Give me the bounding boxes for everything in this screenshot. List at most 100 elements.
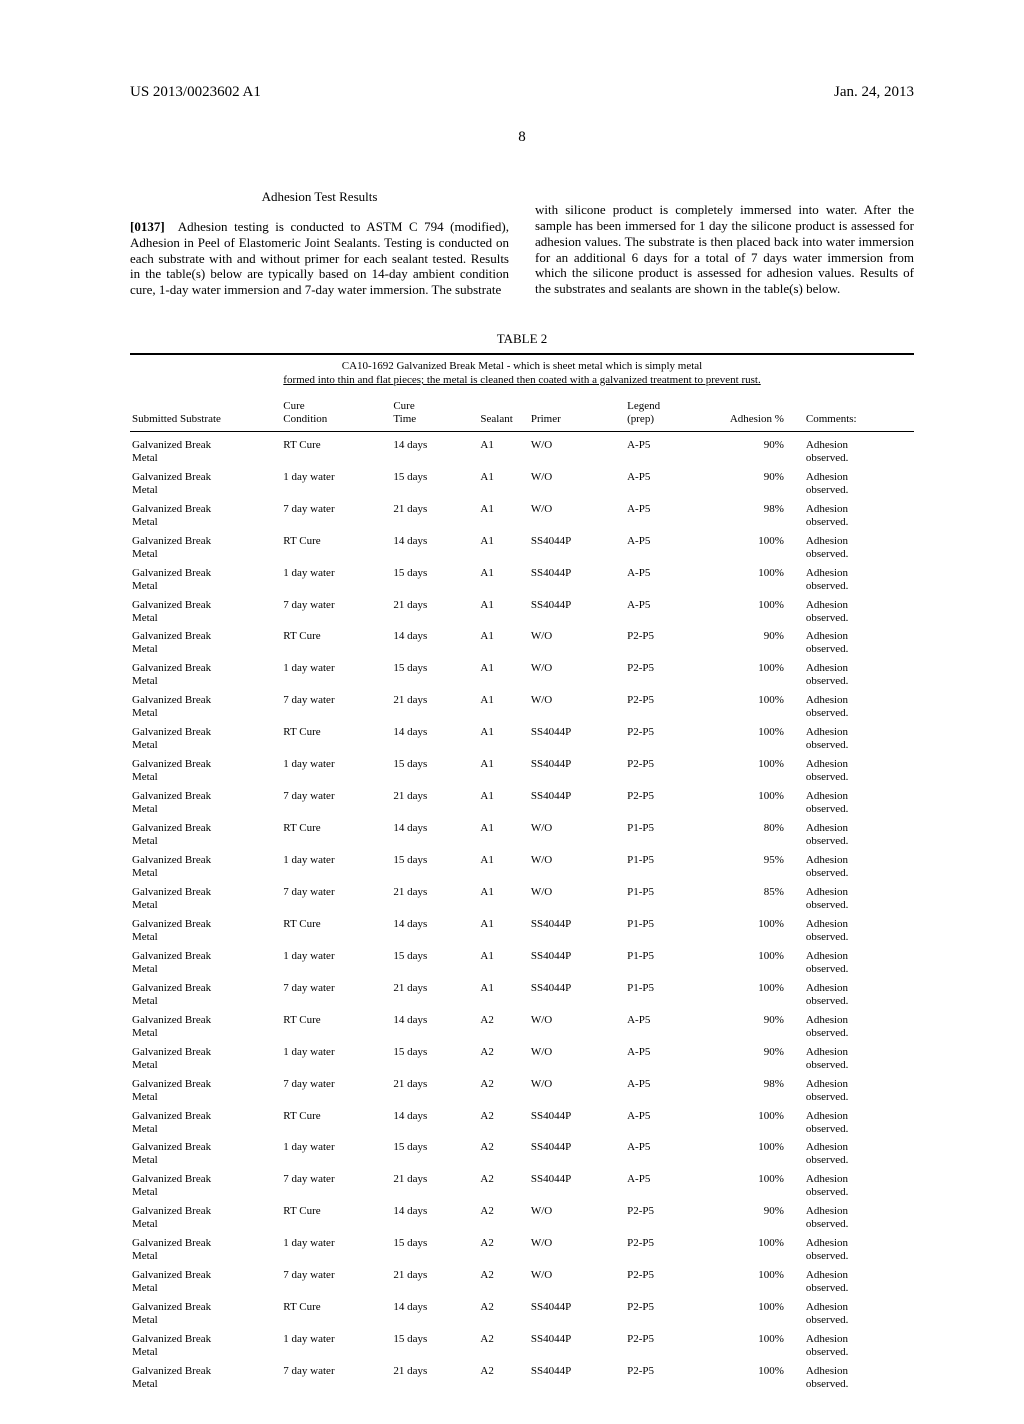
table-cell: W/O	[529, 659, 625, 691]
table-cell: 1 day water	[281, 1330, 391, 1362]
table-row: Galvanized BreakMetalRT Cure14 daysA2W/O…	[130, 1202, 914, 1234]
table-cell: A2	[478, 1330, 528, 1362]
table-cell: 100%	[708, 1362, 804, 1394]
table-cell: W/O	[529, 851, 625, 883]
table-cell: Galvanized BreakMetal	[130, 468, 281, 500]
table-cell: Galvanized BreakMetal	[130, 659, 281, 691]
col-sealant: Sealant	[478, 398, 528, 431]
table-row: Galvanized BreakMetal1 day water15 daysA…	[130, 1043, 914, 1075]
table-cell: 14 days	[391, 915, 478, 947]
table-cell: 90%	[708, 1011, 804, 1043]
table-cell: Adhesionobserved.	[804, 691, 914, 723]
table-cell: P2-P5	[625, 755, 708, 787]
paragraph-text-right: with silicone product is completely imme…	[535, 202, 914, 297]
table-cell: Galvanized BreakMetal	[130, 1138, 281, 1170]
table-row: Galvanized BreakMetalRT Cure14 daysA1W/O…	[130, 627, 914, 659]
table-row: Galvanized BreakMetal7 day water21 daysA…	[130, 883, 914, 915]
table-cell: RT Cure	[281, 819, 391, 851]
table-cell: W/O	[529, 468, 625, 500]
table-cell: Adhesionobserved.	[804, 851, 914, 883]
table-row: Galvanized BreakMetal7 day water21 daysA…	[130, 787, 914, 819]
table-cell: A2	[478, 1138, 528, 1170]
table-cell: Adhesionobserved.	[804, 532, 914, 564]
table-cell: Galvanized BreakMetal	[130, 1330, 281, 1362]
table-cell: A1	[478, 979, 528, 1011]
table-cell: Adhesionobserved.	[804, 1043, 914, 1075]
table-cell: Adhesionobserved.	[804, 1234, 914, 1266]
table-cell: 15 days	[391, 1330, 478, 1362]
table-cell: 15 days	[391, 1234, 478, 1266]
table-cell: 90%	[708, 468, 804, 500]
table-cell: 15 days	[391, 851, 478, 883]
table-cell: Galvanized BreakMetal	[130, 1075, 281, 1107]
table-cell: 15 days	[391, 564, 478, 596]
table-cell: A1	[478, 851, 528, 883]
table-cell: Galvanized BreakMetal	[130, 723, 281, 755]
paragraph-0137: [0137] Adhesion testing is conducted to …	[130, 219, 509, 298]
table-cell: RT Cure	[281, 1011, 391, 1043]
table-cell: 21 days	[391, 1266, 478, 1298]
table-cell: Galvanized BreakMetal	[130, 819, 281, 851]
table-cell: 98%	[708, 1075, 804, 1107]
table-cell: A1	[478, 659, 528, 691]
table-row: Galvanized BreakMetal7 day water21 daysA…	[130, 1362, 914, 1394]
table-cell: SS4044P	[529, 596, 625, 628]
table-cell: W/O	[529, 1234, 625, 1266]
table-cell: 100%	[708, 659, 804, 691]
table-cell: 7 day water	[281, 979, 391, 1011]
table-cell: SS4044P	[529, 979, 625, 1011]
table-rule-top	[130, 353, 914, 355]
table-cell: SS4044P	[529, 1138, 625, 1170]
table-cell: Adhesionobserved.	[804, 564, 914, 596]
table-cell: Galvanized BreakMetal	[130, 500, 281, 532]
caption-line-1: CA10-1692 Galvanized Break Metal - which…	[342, 360, 702, 372]
table-cell: Galvanized BreakMetal	[130, 1043, 281, 1075]
table-cell: P2-P5	[625, 1330, 708, 1362]
table-cell: SS4044P	[529, 564, 625, 596]
table-cell: 100%	[708, 1138, 804, 1170]
col-substrate: Submitted Substrate	[130, 398, 281, 431]
table-cell: RT Cure	[281, 627, 391, 659]
table-cell: Adhesionobserved.	[804, 1330, 914, 1362]
table-cell: Adhesionobserved.	[804, 1075, 914, 1107]
table-cell: 21 days	[391, 596, 478, 628]
table-cell: 98%	[708, 500, 804, 532]
table-cell: A-P5	[625, 532, 708, 564]
table-cell: SS4044P	[529, 1107, 625, 1139]
table-cell: 100%	[708, 532, 804, 564]
table-cell: Galvanized BreakMetal	[130, 1170, 281, 1202]
table-cell: RT Cure	[281, 723, 391, 755]
table-cell: 100%	[708, 723, 804, 755]
table-cell: 1 day water	[281, 659, 391, 691]
table-cell: SS4044P	[529, 1330, 625, 1362]
paragraph-label: [0137]	[130, 219, 165, 234]
table-cell: A2	[478, 1362, 528, 1394]
table-cell: Adhesionobserved.	[804, 1170, 914, 1202]
table-cell: 1 day water	[281, 1138, 391, 1170]
table-row: Galvanized BreakMetalRT Cure14 daysA1W/O…	[130, 819, 914, 851]
table-cell: A-P5	[625, 1011, 708, 1043]
table-cell: W/O	[529, 1011, 625, 1043]
col-legend: Legend(prep)	[625, 398, 708, 431]
table-cell: 21 days	[391, 1362, 478, 1394]
publication-date: Jan. 24, 2013	[834, 84, 914, 101]
table-cell: Adhesionobserved.	[804, 1362, 914, 1394]
right-column: with silicone product is completely imme…	[535, 189, 914, 311]
publication-number: US 2013/0023602 A1	[130, 84, 261, 101]
table-cell: A-P5	[625, 1043, 708, 1075]
table-cell: Adhesionobserved.	[804, 883, 914, 915]
table-cell: 21 days	[391, 787, 478, 819]
table-cell: A1	[478, 723, 528, 755]
table-cell: A1	[478, 596, 528, 628]
table-cell: P2-P5	[625, 1202, 708, 1234]
table-cell: W/O	[529, 627, 625, 659]
table-cell: 100%	[708, 1107, 804, 1139]
table-cell: A1	[478, 532, 528, 564]
table-cell: 95%	[708, 851, 804, 883]
page-number: 8	[130, 129, 914, 146]
table-row: Galvanized BreakMetal1 day water15 daysA…	[130, 755, 914, 787]
table-cell: Adhesionobserved.	[804, 627, 914, 659]
table-label: TABLE 2	[130, 331, 914, 347]
table-cell: A2	[478, 1075, 528, 1107]
table-2: CA10-1692 Galvanized Break Metal - which…	[130, 353, 914, 1394]
